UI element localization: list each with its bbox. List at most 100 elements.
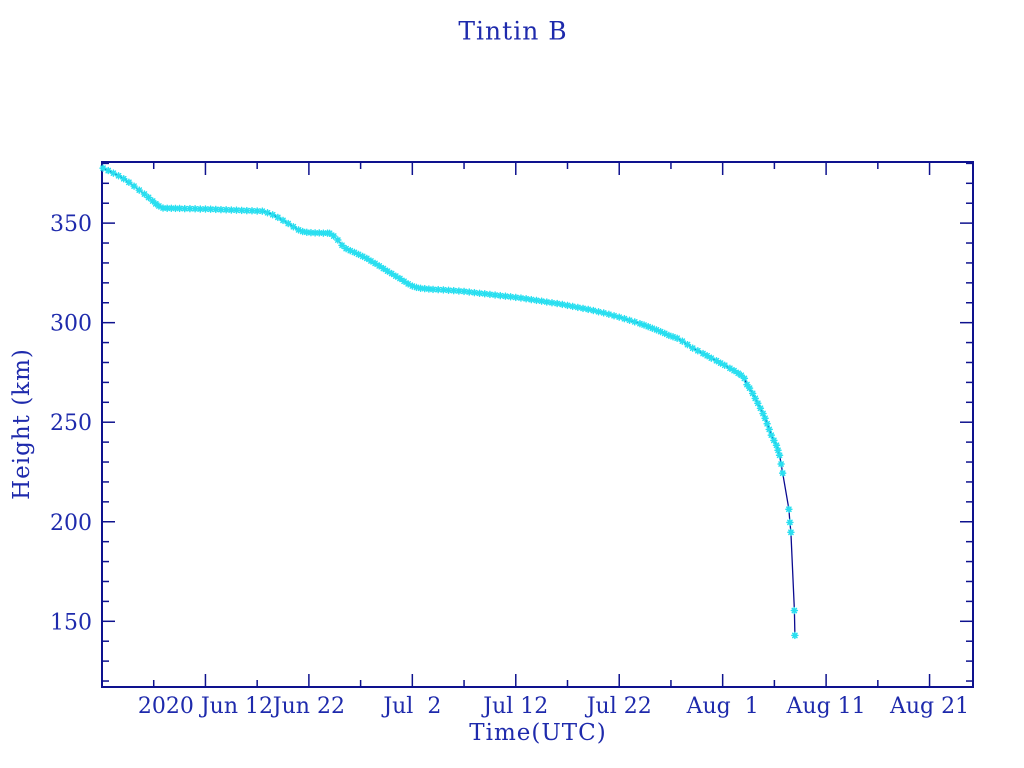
- x-tick-label: Jun 22: [271, 694, 345, 719]
- data-point-marker: [263, 209, 272, 217]
- data-point-marker: [683, 340, 692, 349]
- data-point-marker: [660, 329, 669, 338]
- data-point-marker: [594, 307, 603, 316]
- data-point-marker: [656, 327, 665, 336]
- x-tick-label: Aug 1: [686, 694, 759, 719]
- data-point-marker: [610, 311, 618, 320]
- data-point-marker: [553, 299, 561, 308]
- data-point-marker: [740, 374, 749, 383]
- data-point-marker: [171, 204, 180, 213]
- chart-title: Tintin B: [458, 16, 568, 46]
- data-point-marker: [501, 292, 510, 300]
- data-point-marker: [737, 371, 746, 379]
- data-point-marker: [522, 295, 530, 303]
- data-point-marker: [774, 446, 782, 455]
- data-point-marker: [763, 420, 771, 428]
- data-point-marker: [548, 299, 556, 307]
- data-point-marker: [712, 356, 721, 365]
- data-point-marker: [125, 178, 133, 187]
- data-point-marker: [404, 280, 412, 288]
- data-point-marker: [186, 204, 194, 213]
- data-point-marker: [449, 286, 458, 295]
- data-point-marker: [465, 288, 473, 296]
- data-point-marker: [665, 331, 673, 340]
- data-point-marker: [761, 414, 769, 422]
- y-tick-label: 150: [50, 610, 92, 635]
- data-point-marker: [307, 228, 315, 237]
- data-point-marker: [775, 451, 784, 460]
- data-point-marker: [227, 206, 236, 214]
- data-point-marker: [496, 291, 505, 300]
- data-point-marker: [371, 259, 379, 268]
- data-point-marker: [491, 291, 499, 299]
- data-point-marker: [346, 246, 355, 255]
- data-point-marker: [527, 295, 536, 304]
- data-point-marker: [148, 197, 157, 205]
- data-point-marker: [196, 205, 205, 213]
- data-point-marker: [429, 285, 437, 294]
- data-point-marker: [367, 257, 375, 265]
- data-point-marker: [688, 344, 697, 352]
- data-point-marker: [311, 229, 319, 237]
- y-tick-label: 350: [50, 212, 92, 237]
- y-tick-label: 250: [50, 411, 92, 436]
- data-point-marker: [791, 631, 799, 640]
- data-point-marker: [720, 361, 729, 370]
- data-point-marker: [375, 262, 383, 270]
- y-tick-label: 200: [50, 511, 92, 536]
- data-point-marker: [599, 309, 608, 317]
- data-point-marker: [734, 369, 742, 377]
- data-point-marker: [605, 310, 613, 319]
- data-point-marker: [455, 287, 463, 295]
- data-point-marker: [756, 404, 765, 413]
- data-point-marker: [620, 314, 629, 323]
- data-point-marker: [640, 321, 648, 329]
- data-point-marker: [167, 204, 176, 212]
- data-point-marker: [334, 236, 342, 244]
- data-point-marker: [201, 205, 210, 213]
- data-point-marker: [748, 389, 757, 398]
- data-point-marker: [506, 293, 515, 301]
- data-point-marker: [648, 324, 657, 332]
- data-point-marker: [751, 394, 759, 403]
- data-point-marker: [669, 333, 677, 341]
- data-point-marker: [253, 207, 261, 215]
- data-point-marker: [765, 425, 773, 434]
- x-tick-label: Aug 11: [786, 694, 866, 719]
- data-point-marker: [350, 248, 359, 257]
- data-point-marker: [652, 326, 661, 334]
- data-point-marker: [726, 364, 734, 373]
- data-point-marker: [268, 211, 277, 219]
- data-point-marker: [743, 380, 751, 389]
- data-point-marker: [579, 304, 587, 313]
- data-point-marker: [191, 205, 199, 213]
- data-point-marker: [420, 284, 429, 293]
- data-point-marker: [425, 285, 433, 293]
- height-curve-line: [102, 167, 796, 636]
- data-point-marker: [358, 252, 367, 261]
- data-point-marker: [745, 384, 754, 392]
- data-point-marker: [274, 213, 282, 222]
- x-tick-label: 2020 Jun 12: [138, 694, 273, 719]
- data-point-marker: [589, 306, 598, 315]
- data-point-marker: [279, 216, 287, 225]
- data-point-marker: [470, 288, 479, 297]
- data-point-marker: [787, 528, 795, 537]
- data-point-marker: [181, 204, 189, 213]
- data-point-marker: [383, 267, 392, 275]
- data-point-marker: [730, 366, 738, 375]
- data-point-marker: [387, 269, 396, 278]
- data-point-marker: [699, 349, 707, 358]
- data-point-marker: [212, 205, 220, 214]
- data-point-marker: [767, 431, 776, 439]
- data-point-marker: [772, 441, 781, 450]
- data-point-marker: [392, 272, 400, 280]
- data-point-marker: [759, 409, 767, 418]
- data-point-marker: [144, 193, 153, 202]
- data-point-marker: [434, 285, 442, 294]
- data-point-marker: [568, 302, 577, 311]
- data-point-marker: [754, 399, 762, 408]
- data-point-marker: [155, 202, 163, 210]
- data-point-marker: [574, 303, 582, 312]
